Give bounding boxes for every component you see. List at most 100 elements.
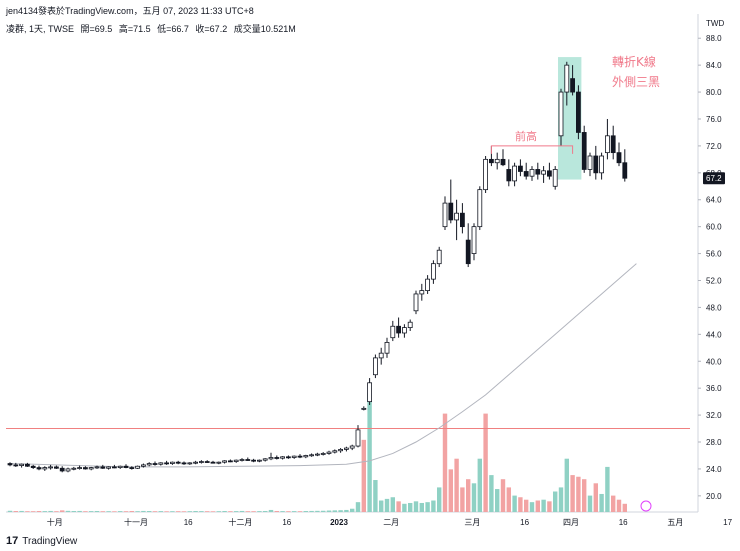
candle-body xyxy=(442,202,448,228)
y-tick-label: 20.0 xyxy=(706,492,722,501)
volume-bar xyxy=(326,510,332,512)
volume-bar xyxy=(83,511,88,512)
y-tick-label: 36.0 xyxy=(706,384,722,393)
y-tick-label: 60.0 xyxy=(706,223,722,232)
volume-bar xyxy=(106,511,111,512)
volume-bar xyxy=(274,511,279,512)
outside-three-black-label: 外側三黑 xyxy=(612,75,660,89)
volume-bar xyxy=(31,511,36,512)
candle-body xyxy=(181,462,187,465)
y-tick-label: 52.0 xyxy=(706,276,722,285)
volume-bar xyxy=(48,510,53,512)
volume-bar xyxy=(42,511,47,512)
volume-bar xyxy=(454,458,459,512)
candle-body xyxy=(117,465,123,468)
candle-body xyxy=(256,459,262,462)
candle-body xyxy=(48,466,53,469)
candle-body xyxy=(158,462,164,465)
candle-body xyxy=(407,321,413,329)
candle-body xyxy=(106,466,111,469)
high-value: 高=71.5 xyxy=(118,24,151,34)
volume-bar xyxy=(512,495,517,512)
symbol-title[interactable]: 凌群, 1天, TWSE xyxy=(6,24,75,34)
candle-body xyxy=(541,170,546,175)
candle-body xyxy=(251,459,257,462)
volume-bar xyxy=(506,487,511,512)
candle-body xyxy=(425,278,431,291)
candle-body xyxy=(245,459,251,461)
candle-body xyxy=(454,212,460,221)
candle-body xyxy=(216,461,222,464)
close-value: 收=67.2 xyxy=(195,24,228,34)
volume-bar xyxy=(373,480,378,512)
tradingview-brand[interactable]: 17 TradingView xyxy=(6,535,77,547)
symbol-info: 凌群, 1天, TWSE 開=69.5 高=71.5 低=66.7 收=67.2… xyxy=(6,22,300,35)
candle-body xyxy=(19,463,25,466)
volume-bar xyxy=(25,511,30,512)
candle-body xyxy=(430,263,436,280)
volume-bar xyxy=(100,511,105,512)
moving-average-line xyxy=(9,263,637,468)
volume-bar xyxy=(286,511,291,512)
volume-bar xyxy=(379,500,384,512)
volume-bar xyxy=(408,502,413,512)
reversal-candle-label: 轉折K線 xyxy=(612,54,656,69)
volume-bar xyxy=(437,487,442,512)
volume-bar xyxy=(147,511,152,512)
y-tick-label: 28.0 xyxy=(706,438,722,447)
volume-bar xyxy=(234,511,239,512)
y-tick-label: 48.0 xyxy=(706,303,722,312)
x-tick-label: 17 xyxy=(723,518,732,527)
volume-bar xyxy=(535,500,540,512)
volume-bar xyxy=(350,508,355,512)
volume-bar xyxy=(118,511,123,512)
volume-bar xyxy=(292,511,297,512)
volume-bar xyxy=(123,511,129,512)
candle-body xyxy=(24,463,30,467)
volume-bar xyxy=(54,511,59,512)
volume-bar xyxy=(553,491,558,512)
candle-body xyxy=(233,459,239,462)
candle-body xyxy=(129,467,135,469)
volume-bar xyxy=(518,497,523,512)
candle-body xyxy=(558,91,564,137)
volume-bar xyxy=(181,511,187,512)
candle-body xyxy=(349,445,355,449)
candle-body xyxy=(274,457,280,459)
volume-bar xyxy=(500,479,506,512)
candle-body xyxy=(413,293,419,312)
candle-body xyxy=(13,464,19,467)
volume-bar xyxy=(112,511,117,512)
candle-body xyxy=(581,132,587,170)
candle-body xyxy=(616,152,622,164)
candle-body xyxy=(146,463,152,466)
volume-bar xyxy=(367,393,372,512)
volume-bar xyxy=(413,501,419,512)
candle-body xyxy=(297,455,303,458)
candle-body xyxy=(610,135,616,154)
volume-bar xyxy=(431,500,436,512)
volume-bar xyxy=(187,511,192,512)
volume-bar xyxy=(587,495,593,512)
volume-bar xyxy=(593,483,598,512)
volume-bar xyxy=(442,413,448,512)
candle-body xyxy=(372,357,378,376)
candle-body xyxy=(36,467,42,470)
candle-body xyxy=(500,158,506,166)
volume-bar xyxy=(529,502,535,512)
candle-body xyxy=(198,461,204,463)
y-tick-label: 88.0 xyxy=(706,34,722,43)
candle-body xyxy=(227,460,233,463)
candle-body xyxy=(59,467,65,472)
volume-bar xyxy=(228,511,233,512)
volume-bar xyxy=(239,510,245,512)
y-tick-label: 76.0 xyxy=(706,115,722,124)
volume-bar xyxy=(164,511,169,512)
volume-bar xyxy=(13,511,18,512)
volume-bar xyxy=(309,510,314,512)
volume-bar xyxy=(199,511,204,512)
volume-bar xyxy=(89,511,94,512)
candle-body xyxy=(42,467,48,470)
currency-label: TWD xyxy=(706,19,725,28)
